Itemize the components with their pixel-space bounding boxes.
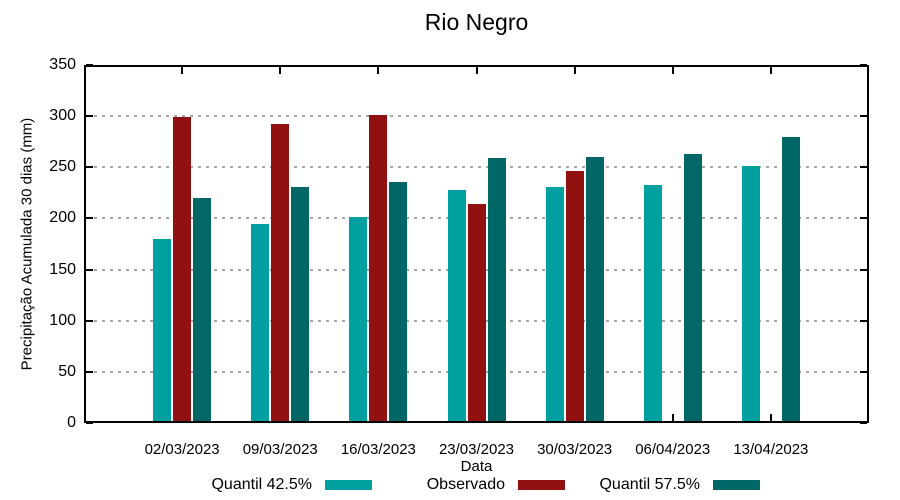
bar-observado	[173, 117, 192, 423]
x-axis-label: Data	[460, 458, 493, 475]
bar-quantil-57-5	[291, 186, 310, 423]
x-tick-label: 02/03/2023	[144, 441, 220, 458]
y-tick-label: 150	[49, 260, 76, 278]
x-tick-label: 30/03/2023	[537, 441, 613, 458]
y-tick-label: 300	[49, 107, 76, 125]
bar-observado	[369, 115, 388, 423]
y-tick-mark	[86, 370, 93, 373]
y-tick-mark	[860, 268, 867, 271]
legend-swatch	[713, 480, 760, 490]
y-tick-label: 100	[49, 311, 76, 329]
x-tick-label: 23/03/2023	[438, 441, 515, 458]
grid-line	[86, 166, 867, 169]
y-tick-mark	[860, 422, 867, 424]
plot-area	[84, 64, 869, 424]
bar-quantil-42-5	[153, 238, 172, 423]
bar-quantil-42-5	[741, 166, 760, 423]
x-tick-mark	[671, 67, 674, 74]
x-tick-mark	[181, 67, 184, 74]
x-tick-label: 16/03/2023	[340, 441, 416, 458]
y-tick-mark	[86, 64, 93, 66]
x-tick-label: 13/04/2023	[733, 441, 809, 458]
y-tick-label: 0	[67, 414, 76, 431]
bar-quantil-57-5	[193, 197, 212, 423]
y-tick-mark	[860, 166, 867, 169]
bar-quantil-42-5	[447, 189, 466, 423]
x-tick-mark	[279, 67, 282, 74]
bar-observado	[271, 124, 290, 423]
y-tick-mark	[860, 319, 867, 322]
legend-label: Observado	[426, 476, 505, 493]
y-tick-mark	[86, 319, 93, 322]
grid-line	[86, 115, 867, 118]
bar-quantil-57-5	[487, 158, 506, 423]
bar-observado	[565, 171, 584, 423]
x-tick-mark	[769, 414, 772, 421]
y-tick-mark	[86, 422, 93, 424]
y-tick-mark	[860, 115, 867, 118]
y-tick-label: 350	[49, 56, 76, 73]
y-tick-mark	[86, 115, 93, 118]
x-tick-mark	[769, 67, 772, 74]
bar-observado	[467, 204, 486, 423]
y-tick-mark	[860, 64, 867, 66]
chart-title: Rio Negro	[424, 9, 529, 35]
y-axis-label: Precipitação Acumulada 30 dias (mm)	[18, 117, 36, 371]
y-tick-mark	[86, 166, 93, 169]
x-tick-label: 09/03/2023	[242, 441, 318, 458]
y-tick-mark	[860, 217, 867, 220]
bar-quantil-57-5	[781, 136, 800, 423]
y-tick-mark	[860, 370, 867, 373]
legend-swatch	[518, 480, 565, 490]
x-tick-mark	[475, 67, 478, 74]
y-tick-mark	[86, 217, 93, 220]
y-tick-label: 250	[49, 158, 76, 176]
y-tick-label: 200	[49, 209, 76, 227]
x-tick-label: 06/04/2023	[635, 441, 711, 458]
legend-swatch	[325, 480, 372, 490]
bar-quantil-42-5	[643, 184, 662, 423]
legend-label: Quantil 42.5%	[211, 476, 312, 493]
bar-quantil-42-5	[349, 217, 368, 423]
bar-quantil-57-5	[585, 157, 604, 423]
x-tick-mark	[377, 67, 380, 74]
bar-quantil-57-5	[389, 181, 408, 423]
bar-quantil-42-5	[545, 186, 564, 423]
legend-label: Quantil 57.5%	[599, 476, 700, 493]
bar-quantil-42-5	[251, 223, 270, 423]
x-tick-mark	[671, 414, 674, 421]
y-tick-label: 50	[58, 362, 76, 380]
x-tick-mark	[573, 67, 576, 74]
y-tick-mark	[86, 268, 93, 271]
bar-quantil-57-5	[683, 154, 702, 423]
